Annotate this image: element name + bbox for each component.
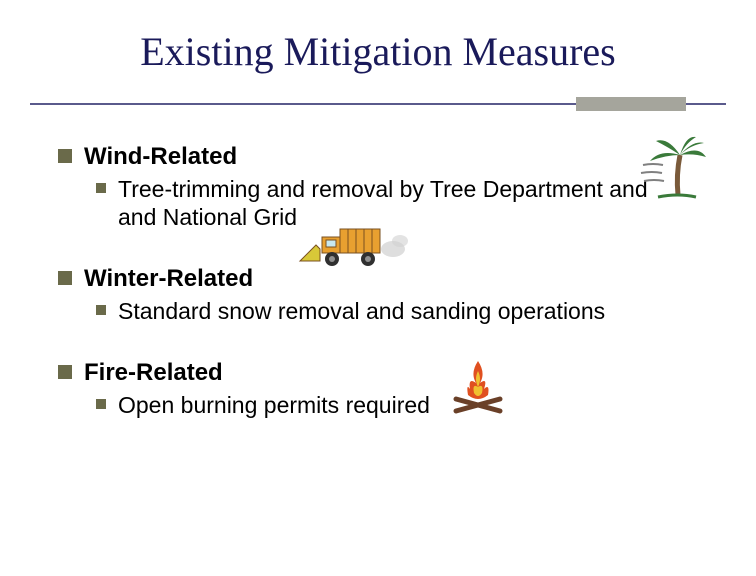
list-item: Standard snow removal and sanding operat… bbox=[96, 297, 698, 325]
list-item: Open burning permits required bbox=[96, 391, 698, 419]
content-area: Wind-Related Tree-trimming and removal b… bbox=[0, 143, 756, 419]
section-detail: Open burning permits required bbox=[118, 391, 430, 419]
snow-plow-truck-icon bbox=[298, 221, 408, 273]
square-bullet-icon bbox=[96, 183, 106, 193]
section-heading: Wind-Related bbox=[84, 143, 237, 171]
section-heading: Winter-Related bbox=[84, 265, 253, 293]
slide-title: Existing Mitigation Measures bbox=[0, 0, 756, 93]
section-detail: Standard snow removal and sanding operat… bbox=[118, 297, 605, 325]
square-bullet-icon bbox=[96, 305, 106, 315]
square-bullet-icon bbox=[58, 271, 72, 285]
list-item: Fire-Related bbox=[58, 359, 698, 387]
title-underline bbox=[0, 93, 756, 121]
rule-accent-block bbox=[576, 97, 686, 111]
section-wind: Wind-Related Tree-trimming and removal b… bbox=[58, 143, 698, 231]
square-bullet-icon bbox=[58, 149, 72, 163]
section-fire: Fire-Related Open burning permits requir… bbox=[58, 359, 698, 419]
section-winter: Winter-Related Standard snow removal and… bbox=[58, 265, 698, 325]
campfire-icon bbox=[448, 353, 508, 419]
square-bullet-icon bbox=[96, 399, 106, 409]
list-item: Wind-Related bbox=[58, 143, 698, 171]
square-bullet-icon bbox=[58, 365, 72, 379]
palm-tree-wind-icon bbox=[638, 135, 708, 205]
section-heading: Fire-Related bbox=[84, 359, 223, 387]
